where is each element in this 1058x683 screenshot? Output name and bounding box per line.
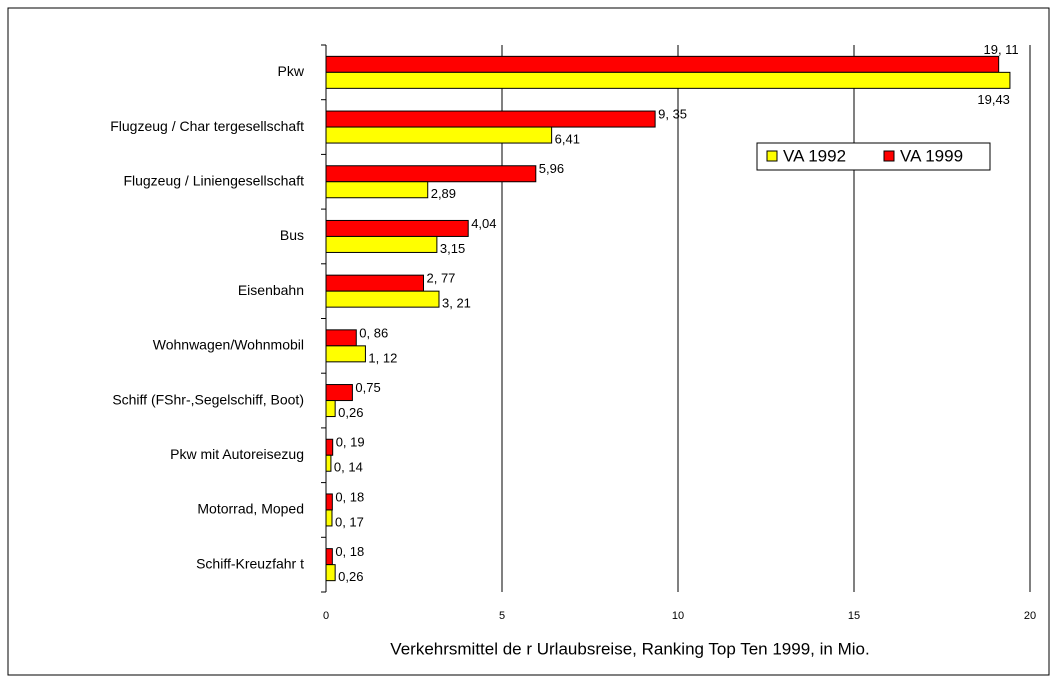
bar	[325, 290, 440, 308]
bar	[325, 329, 357, 347]
bar	[325, 384, 353, 402]
y-tick-label: Wohnwagen/Wohnmobil	[153, 337, 304, 353]
x-axis-title: Verkehrsmittel de r Urlaubsreise, Rankin…	[390, 639, 869, 658]
bar	[325, 438, 334, 456]
value-label: 0,26	[338, 405, 363, 420]
bar	[325, 548, 333, 566]
x-tick-label: 0	[323, 610, 329, 622]
bar	[325, 235, 438, 253]
bar	[325, 564, 336, 582]
value-label: 0,26	[338, 569, 363, 584]
x-tick-label: 10	[672, 610, 684, 622]
y-tick-label: Pkw mit Autoreisezug	[170, 446, 304, 462]
y-tick-label: Schiff-Kreuzfahr t	[196, 555, 304, 571]
value-label: 5,96	[539, 161, 564, 176]
bar	[325, 165, 537, 183]
bar	[325, 71, 1011, 89]
value-label: 19,43	[977, 92, 1010, 107]
y-tick-label: Bus	[280, 227, 304, 243]
bar	[325, 181, 429, 199]
bar	[325, 110, 656, 128]
value-label: 0, 18	[335, 489, 364, 504]
value-label: 19, 11	[983, 42, 1018, 57]
bar	[325, 400, 336, 418]
legend-label: VA 1992	[783, 146, 846, 165]
bar	[325, 274, 425, 292]
value-label: 3,15	[440, 241, 465, 256]
value-label: 3, 21	[442, 296, 471, 311]
y-tick-label: Schiff (FShr-,Segelschiff, Boot)	[112, 391, 304, 407]
bar	[325, 509, 333, 527]
value-label: 0, 86	[359, 325, 388, 340]
x-tick-label: 15	[848, 610, 860, 622]
value-label: 4,04	[471, 216, 496, 231]
y-tick-label: Flugzeug / Char tergesellschaft	[110, 118, 304, 134]
bar	[325, 219, 469, 237]
value-label: 2,89	[431, 186, 456, 201]
value-label: 6,41	[555, 131, 580, 146]
legend-swatch	[766, 150, 778, 162]
y-tick-label: Pkw	[278, 63, 305, 79]
value-label: 0,75	[355, 380, 380, 395]
bar	[325, 493, 333, 511]
y-tick-label: Flugzeug / Liniengesellschaft	[123, 172, 304, 188]
bar	[325, 126, 553, 144]
value-label: 0, 14	[334, 460, 363, 475]
bar	[325, 55, 1000, 73]
value-label: 9, 35	[658, 106, 687, 121]
value-label: 0, 18	[335, 544, 364, 559]
y-tick-label: Motorrad, Moped	[197, 501, 304, 517]
legend-box	[756, 142, 991, 171]
y-tick-label: Eisenbahn	[238, 282, 304, 298]
x-tick-label: 20	[1024, 610, 1036, 622]
bar	[325, 345, 366, 363]
legend-swatch	[883, 150, 895, 162]
value-label: 2, 77	[427, 271, 456, 286]
legend-label: VA 1999	[900, 146, 963, 165]
value-label: 0, 17	[335, 514, 364, 529]
x-tick-label: 5	[499, 610, 505, 622]
value-label: 0, 19	[336, 435, 365, 450]
value-label: 1, 12	[368, 350, 397, 365]
bar	[325, 454, 332, 472]
